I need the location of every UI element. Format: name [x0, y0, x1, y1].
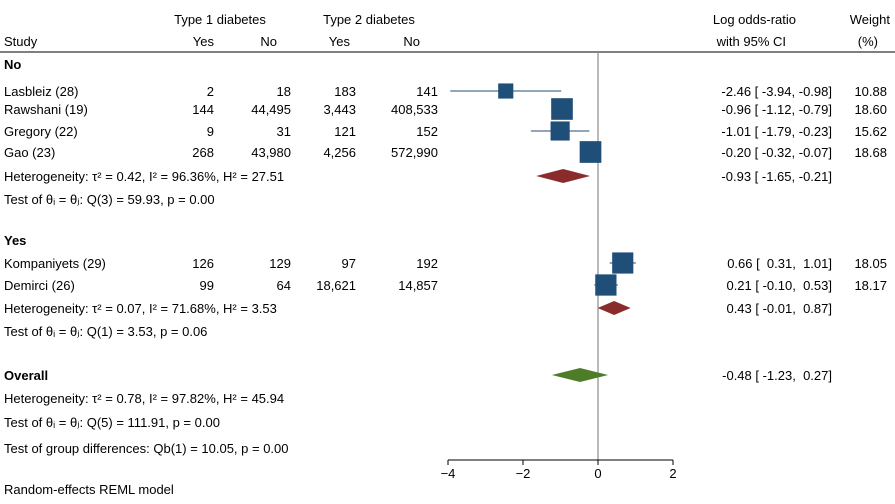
study-marker	[612, 252, 634, 274]
subgroup-ci: -0.93 [ -1.65, -0.21]	[721, 169, 832, 184]
cell-t2-yes: 121	[334, 124, 356, 139]
cell-t1-no: 43,980	[251, 145, 291, 160]
overall-test: Test of θᵢ = θⱼ: Q(5) = 111.91, p = 0.00	[4, 415, 220, 430]
header-weight-unit: (%)	[858, 34, 878, 49]
subgroup-test: Test of θᵢ = θⱼ: Q(1) = 3.53, p = 0.06	[4, 324, 207, 339]
x-tick-label: 2	[669, 466, 676, 481]
cell-ci: 0.66 [ 0.31, 1.01]	[727, 256, 832, 271]
group-label-no: No	[4, 57, 21, 72]
group-differences-test: Test of group differences: Qb(1) = 10.05…	[4, 441, 289, 456]
cell-t1-no: 44,495	[251, 102, 291, 117]
cell-t1-yes: 99	[200, 278, 214, 293]
header-t2-no: No	[403, 34, 420, 49]
subgroup-diamond	[536, 169, 591, 183]
table-row: Gregory (22) 9 31 121 152 -1.01 [ -1.79,…	[4, 124, 887, 139]
cell-t2-yes: 3,443	[323, 102, 356, 117]
header-lor: Log odds-ratio	[713, 12, 796, 27]
study-marker	[551, 98, 573, 120]
cell-t1-yes: 126	[192, 256, 214, 271]
subgroup-heterogeneity: Heterogeneity: τ² = 0.07, I² = 71.68%, H…	[4, 301, 277, 316]
table-row: Rawshani (19) 144 44,495 3,443 408,533 -…	[4, 102, 887, 117]
cell-t2-no: 192	[416, 256, 438, 271]
header-study: Study	[4, 34, 38, 49]
model-footnote: Random-effects REML model	[4, 482, 174, 497]
x-tick-label: −4	[441, 466, 456, 481]
header-t1-yes: Yes	[193, 34, 215, 49]
cell-ci: 0.21 [ -0.10, 0.53]	[726, 278, 832, 293]
cell-t1-no: 31	[277, 124, 291, 139]
study-name: Lasbleiz (28)	[4, 84, 78, 99]
cell-t1-yes: 268	[192, 145, 214, 160]
x-tick-label: 0	[594, 466, 601, 481]
plot-marks: −4 −2 0 2	[441, 52, 677, 481]
cell-ci: -0.20 [ -0.32, -0.07]	[721, 145, 832, 160]
cell-t2-no: 572,990	[391, 145, 438, 160]
subgroup-ci: 0.43 [ -0.01, 0.87]	[726, 301, 832, 316]
study-marker	[579, 141, 602, 163]
study-marker	[595, 274, 617, 296]
cell-t2-no: 152	[416, 124, 438, 139]
study-name: Kompaniyets (29)	[4, 256, 106, 271]
header-type1: Type 1 diabetes	[174, 12, 266, 27]
cell-t1-no: 129	[269, 256, 291, 271]
cell-t2-no: 141	[416, 84, 438, 99]
cell-t1-no: 64	[277, 278, 291, 293]
header-t1-no: No	[260, 34, 277, 49]
overall-diamond	[551, 368, 609, 382]
cell-t2-yes: 183	[334, 84, 356, 99]
header-type2: Type 2 diabetes	[323, 12, 415, 27]
x-tick-label: −2	[516, 466, 531, 481]
cell-t2-yes: 97	[342, 256, 356, 271]
cell-weight: 10.88	[854, 84, 887, 99]
table-row: Demirci (26) 99 64 18,621 14,857 0.21 [ …	[4, 278, 887, 293]
table-row: Gao (23) 268 43,980 4,256 572,990 -0.20 …	[4, 145, 887, 160]
overall-label: Overall	[4, 368, 48, 383]
cell-ci: -1.01 [ -1.79, -0.23]	[721, 124, 832, 139]
study-name: Gao (23)	[4, 145, 55, 160]
study-marker	[498, 83, 514, 99]
header-weight: Weight	[850, 12, 891, 27]
cell-ci: -0.96 [ -1.12, -0.79]	[721, 102, 832, 117]
cell-weight: 18.68	[854, 145, 887, 160]
cell-weight: 18.17	[854, 278, 887, 293]
cell-ci: -2.46 [ -3.94, -0.98]	[721, 84, 832, 99]
cell-t2-no: 408,533	[391, 102, 438, 117]
cell-weight: 15.62	[854, 124, 887, 139]
cell-t1-no: 18	[277, 84, 291, 99]
cell-weight: 18.05	[854, 256, 887, 271]
study-name: Demirci (26)	[4, 278, 75, 293]
cell-weight: 18.60	[854, 102, 887, 117]
study-marker	[550, 121, 570, 141]
cell-t2-no: 14,857	[398, 278, 438, 293]
header-ci: with 95% CI	[716, 34, 786, 49]
subgroup-test: Test of θᵢ = θⱼ: Q(3) = 59.93, p = 0.00	[4, 192, 215, 207]
overall-ci: -0.48 [ -1.23, 0.27]	[722, 368, 832, 383]
overall-heterogeneity: Heterogeneity: τ² = 0.78, I² = 97.82%, H…	[4, 391, 284, 406]
table-row: Lasbleiz (28) 2 18 183 141 -2.46 [ -3.94…	[4, 84, 887, 99]
subgroup-heterogeneity: Heterogeneity: τ² = 0.42, I² = 96.36%, H…	[4, 169, 284, 184]
header-t2-yes: Yes	[329, 34, 351, 49]
cell-t2-yes: 4,256	[323, 145, 356, 160]
cell-t1-yes: 9	[207, 124, 214, 139]
cell-t1-yes: 2	[207, 84, 214, 99]
study-name: Gregory (22)	[4, 124, 78, 139]
cell-t1-yes: 144	[192, 102, 214, 117]
table-row: Kompaniyets (29) 126 129 97 192 0.66 [ 0…	[4, 256, 887, 271]
study-name: Rawshani (19)	[4, 102, 88, 117]
subgroup-diamond	[597, 301, 631, 315]
cell-t2-yes: 18,621	[316, 278, 356, 293]
group-label-yes: Yes	[4, 233, 26, 248]
